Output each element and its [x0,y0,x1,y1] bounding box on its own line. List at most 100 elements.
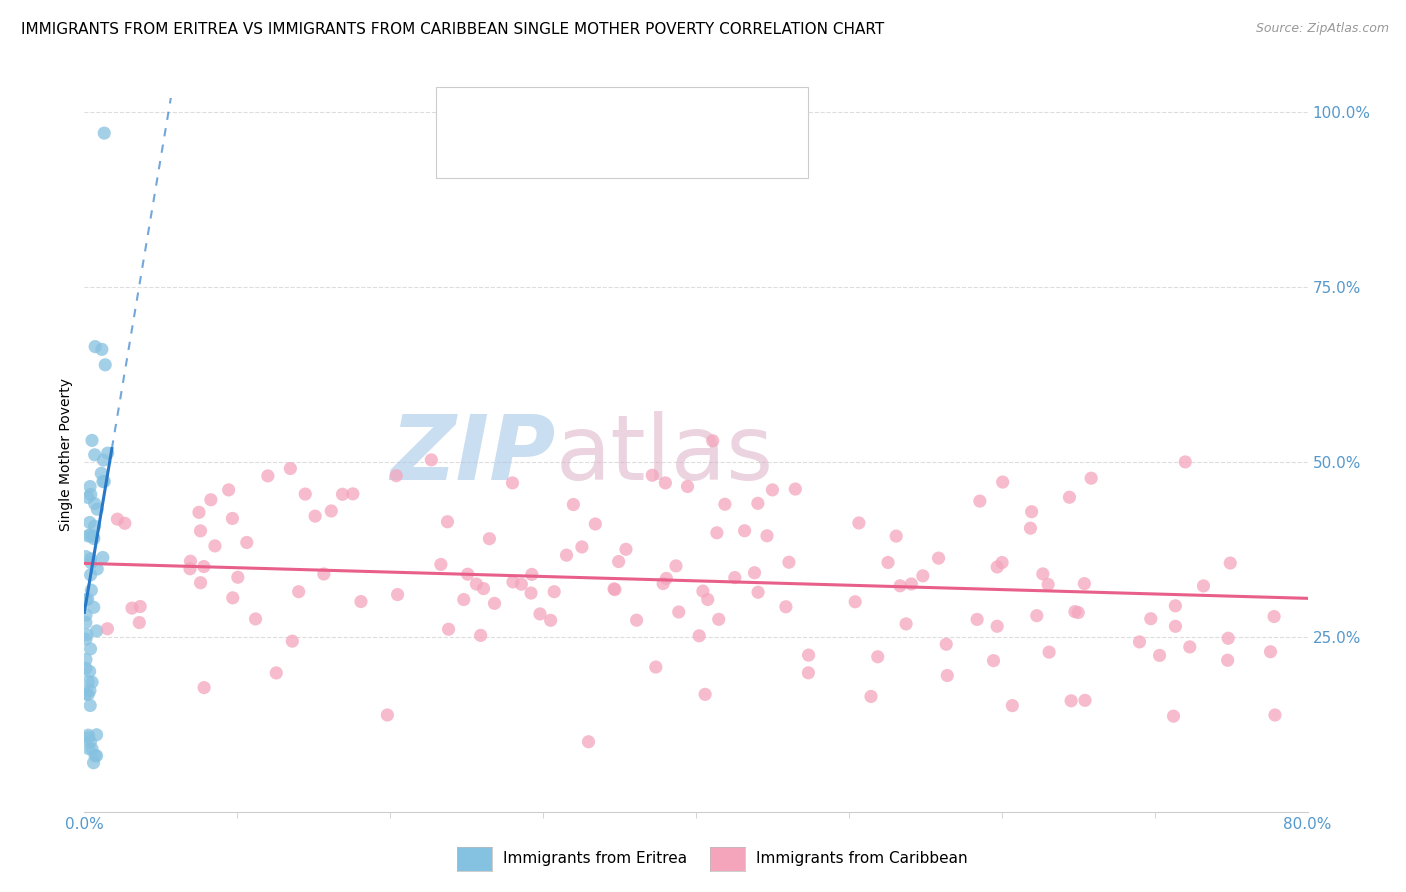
Point [626,613,648,627]
Point [983,654,1005,668]
Point [614,542,637,557]
Point [77,728,100,742]
Point [83,756,105,770]
Point [75,549,97,564]
Point [1001,698,1024,713]
Point [281,634,304,648]
Point [79,698,101,713]
Point [226,570,249,584]
Point [707,612,730,626]
Point [83,532,105,546]
Point [778,555,800,569]
Point [79,479,101,493]
Point [93,453,115,467]
Point [77,731,100,745]
Point [84,748,107,763]
Point [245,612,267,626]
Point [75,661,97,675]
Point [775,599,797,614]
Point [90,343,112,357]
Point [478,532,501,546]
Point [1149,648,1171,663]
Point [866,649,889,664]
Point [76,628,98,642]
Point [900,577,922,591]
Point [936,668,959,682]
Point [91,475,114,489]
Point [583,516,606,531]
Point [430,558,453,572]
Point [204,539,226,553]
Point [644,660,666,674]
Point [1064,605,1087,619]
Point [607,555,630,569]
Point [94,358,117,372]
Point [747,585,769,599]
Point [93,126,115,140]
Point [93,475,115,489]
Point [1139,612,1161,626]
Point [437,622,460,636]
Point [82,675,104,690]
Point [991,556,1014,570]
Point [986,560,1008,574]
Point [641,468,664,483]
Point [107,512,129,526]
Point [692,584,714,599]
Point [287,584,309,599]
Point [797,665,820,680]
Point [80,741,103,756]
Y-axis label: Single Mother Poverty: Single Mother Poverty [59,378,73,532]
Point [1074,693,1097,707]
Point [724,570,747,584]
Point [1060,694,1083,708]
Point [91,550,114,565]
Point [129,599,152,614]
Point [75,615,97,630]
Point [75,632,97,647]
Point [668,605,690,619]
Point [1163,709,1185,723]
Point [83,600,105,615]
Point [77,688,100,702]
Point [655,571,678,585]
Point [1219,556,1241,570]
Point [257,469,280,483]
Point [80,583,103,598]
Point [75,652,97,666]
Point [472,582,495,596]
Point [79,665,101,679]
Point [1164,599,1187,613]
Point [935,637,957,651]
Point [97,446,120,460]
Point [82,529,104,543]
Point [1036,577,1059,591]
Point [1128,635,1150,649]
Point [603,582,626,597]
Point [80,556,103,570]
Point [385,468,408,483]
Point [520,567,543,582]
Point [77,741,100,756]
Point [1264,708,1286,723]
Point [894,616,917,631]
Point [928,551,950,566]
Text: ZIP: ZIP [389,411,555,499]
Point [190,575,212,590]
Point [193,681,215,695]
Point [676,479,699,493]
Point [714,497,737,511]
Point [696,592,718,607]
Text: atlas: atlas [555,411,773,499]
Point [470,628,492,642]
Point [1216,653,1239,667]
Point [747,496,769,510]
Point [75,592,97,607]
Point [756,529,779,543]
Text: Immigrants from Eritrea: Immigrants from Eritrea [503,852,688,866]
Point [1164,619,1187,633]
Point [859,690,882,704]
Point [77,674,100,689]
Point [179,554,201,568]
Point [889,579,911,593]
